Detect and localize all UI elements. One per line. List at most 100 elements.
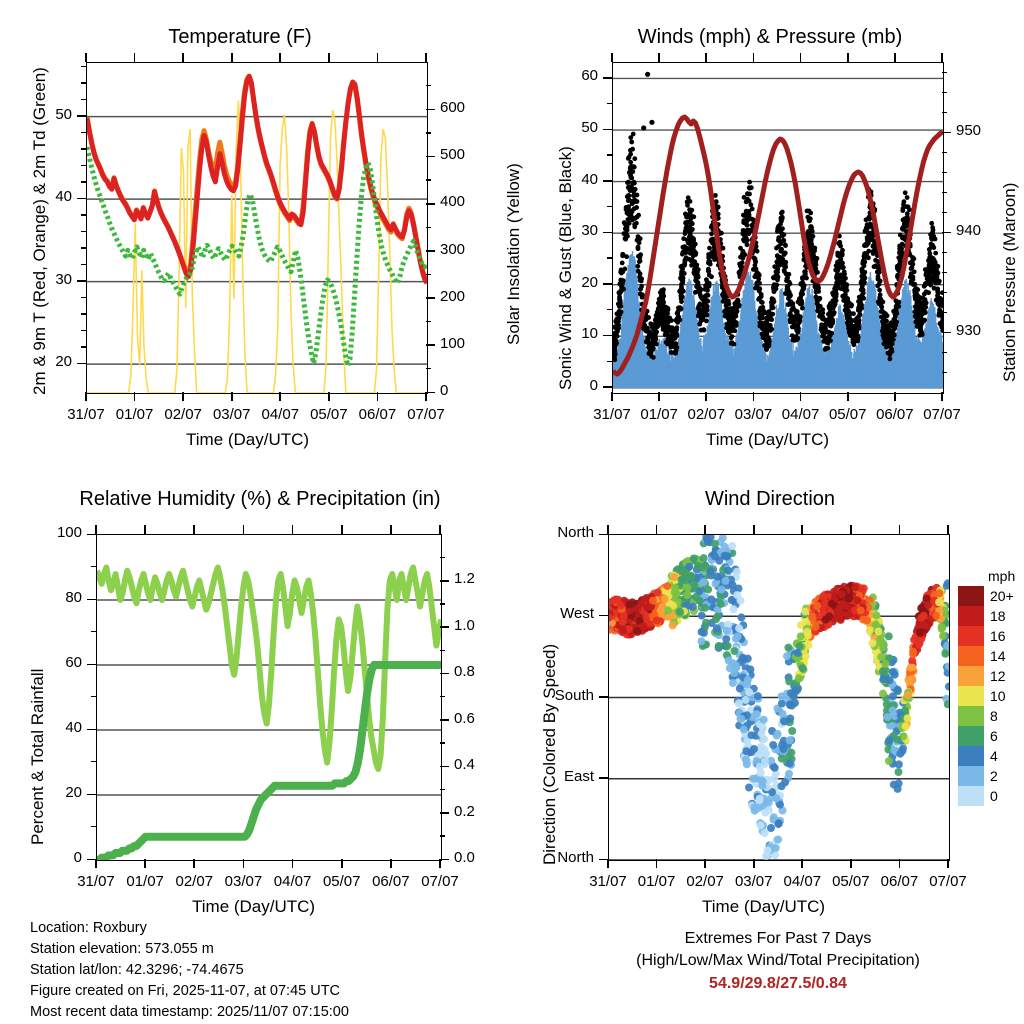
x-tick	[752, 525, 755, 534]
legend-swatch	[958, 766, 984, 786]
y-tick	[77, 115, 86, 117]
legend-title: mph	[988, 568, 1016, 584]
x-tick-label: 02/07	[164, 406, 202, 423]
y2-tick	[440, 812, 449, 814]
y2-tick-label: 200	[440, 287, 466, 305]
y2-minor-tick	[942, 151, 947, 153]
y-tick-label: West	[560, 605, 594, 623]
x-tick	[704, 525, 706, 534]
x-tick	[658, 53, 660, 62]
y-minor-tick	[607, 309, 612, 311]
y-minor-tick	[81, 98, 86, 101]
y-minor-tick	[81, 313, 86, 315]
y2-minor-tick	[942, 191, 947, 193]
x-tick-label: 07/07	[929, 873, 967, 890]
y-tick-label: 100	[56, 524, 82, 541]
x-tick	[752, 859, 755, 868]
x-tick	[291, 859, 294, 868]
legend-swatch	[958, 586, 984, 606]
x-tick	[439, 859, 441, 868]
winds-plot	[612, 62, 944, 394]
y2-minor-tick	[426, 320, 431, 323]
y2-tick-label: 300	[440, 240, 466, 258]
legend-swatch	[958, 666, 984, 686]
y-tick	[603, 231, 612, 234]
x-tick-label: 01/07	[115, 406, 154, 423]
y2-tick-label: 500	[440, 146, 466, 164]
legend-label: 16	[990, 628, 1006, 644]
x-tick-label: 04/07	[261, 406, 300, 423]
y2-minor-tick	[942, 311, 947, 313]
y-tick	[87, 533, 96, 536]
x-tick-label: 02/07	[175, 873, 214, 890]
x-tick	[144, 859, 146, 868]
x-tick-label: 04/07	[273, 873, 312, 890]
y2-minor-tick	[440, 742, 445, 744]
y-tick	[603, 76, 612, 79]
x-tick-label: 05/07	[310, 406, 348, 423]
y2-tick	[440, 626, 449, 628]
x-tick-label: 01/07	[640, 406, 678, 423]
y-minor-tick	[91, 826, 96, 828]
y2-tick-label: 100	[440, 334, 466, 352]
x-tick	[898, 859, 901, 868]
y2-tick-label: 0.6	[454, 709, 475, 727]
x-tick	[95, 859, 97, 868]
x-tick	[655, 525, 658, 534]
y2-minor-tick	[440, 603, 445, 605]
y-minor-tick	[607, 205, 612, 208]
y2-tick	[426, 391, 435, 394]
y2-tick-label: 1.2	[454, 570, 475, 588]
x-tick	[230, 392, 233, 401]
x-tick-label: 06/07	[372, 873, 410, 890]
y-tick-label: 0	[73, 849, 82, 866]
winddir-plot	[608, 534, 950, 861]
x-tick	[898, 525, 901, 534]
x-tick	[799, 392, 802, 401]
legend-swatch	[958, 626, 984, 646]
y2-minor-tick	[942, 211, 947, 213]
y2-minor-tick	[426, 179, 431, 181]
x-tick-label: 04/07	[781, 406, 820, 423]
y2-tick	[440, 719, 449, 721]
x-tick	[846, 53, 849, 62]
y-tick-label: 20	[55, 353, 72, 371]
y2-minor-tick	[942, 291, 947, 293]
x-tick-label: 03/07	[734, 873, 773, 890]
x-tick	[193, 525, 196, 534]
wind-speed-legend: mph 20+ 18 16 14 12 10 8 6 4 2 0	[958, 568, 1024, 836]
y2-minor-tick	[942, 251, 947, 253]
y2-minor-tick	[426, 132, 431, 134]
temperature-ylabel: 2m & 9m T (Red, Orange) & 2m Td (Green)	[30, 67, 49, 395]
y-minor-tick	[81, 247, 86, 249]
y-tick	[599, 858, 608, 861]
y-tick-label: North	[557, 524, 594, 541]
y2-tick	[942, 331, 951, 334]
y-minor-tick	[81, 230, 86, 233]
y2-tick-label: 930	[956, 322, 982, 339]
y2-minor-tick	[440, 835, 445, 837]
y2-tick-label: 0.2	[454, 802, 475, 820]
footer-line-location: Location: Roxbury	[30, 920, 147, 936]
y2-minor-tick	[440, 696, 445, 698]
x-tick-label: 07/07	[421, 873, 459, 890]
y2-tick	[440, 672, 449, 675]
y2-tick	[440, 765, 449, 768]
legend-label: 6	[990, 728, 998, 744]
y-tick-label: 40	[65, 719, 82, 736]
x-tick	[607, 525, 609, 534]
y2-minor-tick	[942, 111, 947, 113]
y-tick	[599, 614, 608, 617]
y2-tick	[942, 131, 951, 134]
y-tick	[87, 728, 96, 731]
humidity-xlabel: Time (Day/UTC)	[192, 897, 316, 916]
x-tick	[611, 53, 613, 62]
x-tick	[894, 53, 896, 62]
x-tick	[607, 859, 609, 868]
x-tick	[752, 53, 755, 62]
legend-label: 14	[990, 648, 1006, 664]
x-tick	[655, 859, 658, 868]
x-tick-label: 31/07	[593, 406, 631, 423]
y-minor-tick	[607, 360, 612, 362]
y-tick-label: 50	[581, 119, 598, 137]
